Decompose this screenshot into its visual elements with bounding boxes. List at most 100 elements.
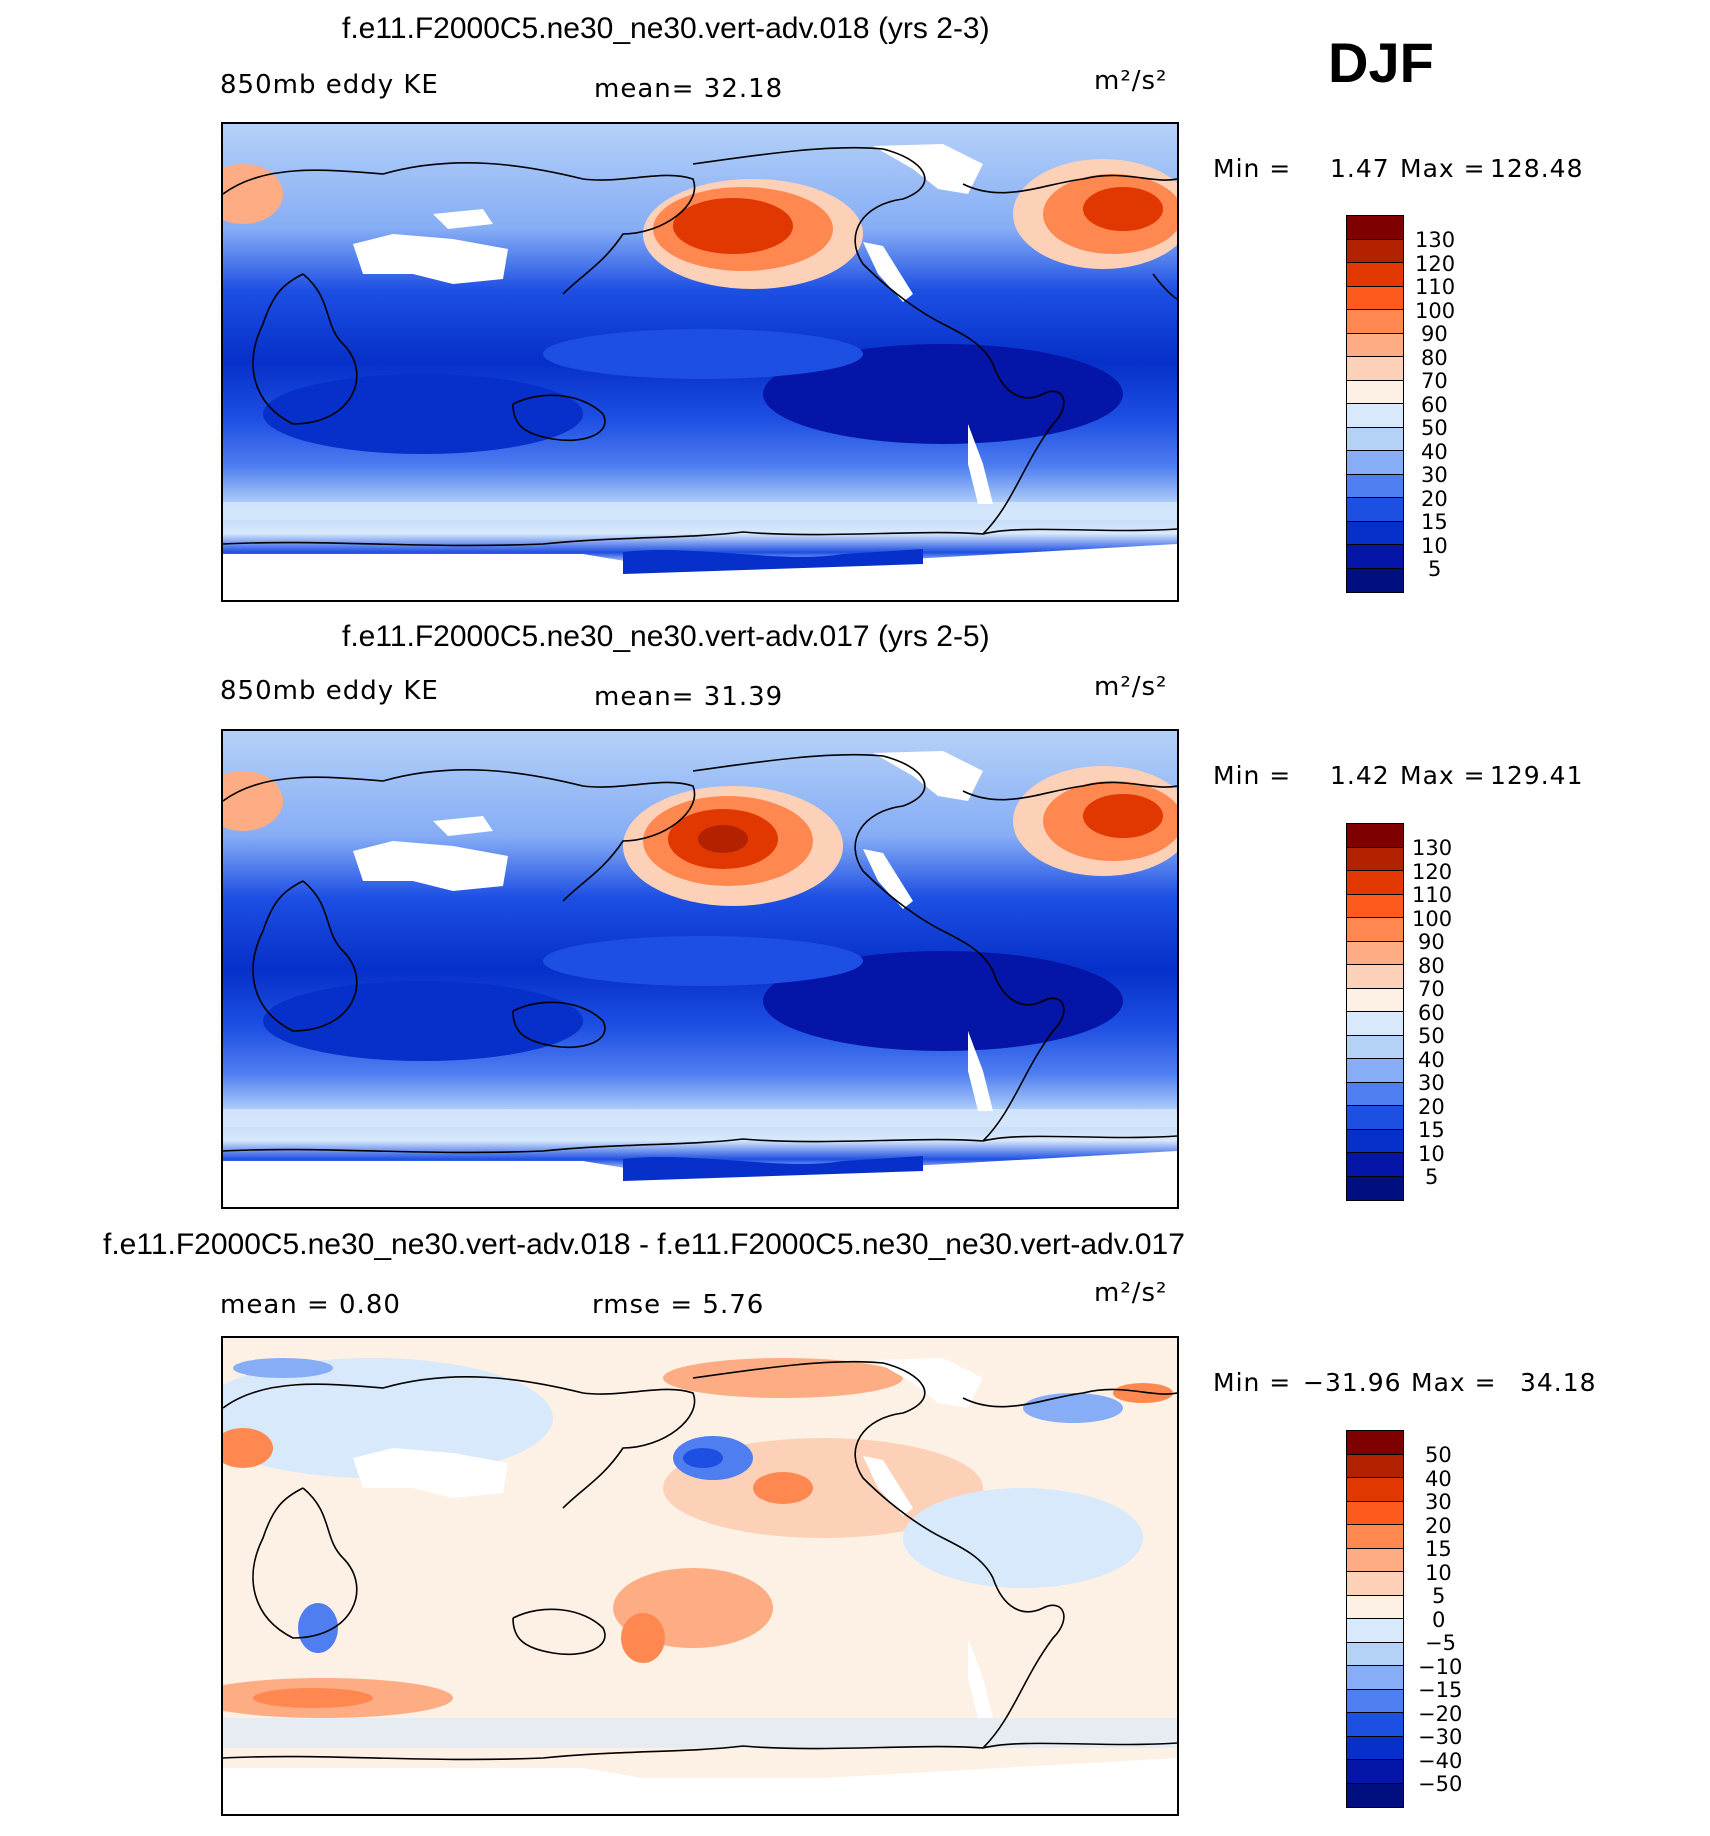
panel2-colorbar-swatch: [1347, 988, 1403, 1012]
panel2-colorbar-swatch: [1347, 847, 1403, 871]
panel2-colorbar-swatch: [1347, 1106, 1403, 1130]
panel2-min-label: Min =: [1213, 761, 1292, 790]
panel3-max-label: Max =: [1411, 1368, 1497, 1397]
panel3-colorbar-label: −40: [1418, 1748, 1463, 1773]
panel1-colorbar-swatch: [1347, 427, 1403, 451]
panel1-colorbar-label: 70: [1421, 369, 1448, 393]
panel1-colorbar-swatch: [1347, 357, 1403, 381]
panel2-colorbar-swatch: [1347, 1082, 1403, 1106]
panel2-min-value: 1.42: [1330, 761, 1390, 790]
panel3-colorbar-swatch: [1347, 1619, 1403, 1643]
panel2-field-label: 850mb eddy KE: [220, 676, 439, 706]
panel2-max-label: Max =: [1400, 761, 1486, 790]
panel1-colorbar-swatch: [1347, 545, 1403, 569]
panel2-colorbar-label: 130: [1412, 836, 1453, 860]
panel2-colorbar-swatch: [1347, 1035, 1403, 1059]
panel2-colorbar-label: 30: [1418, 1071, 1445, 1095]
panel2-colorbar-swatch: [1347, 871, 1403, 895]
panel3-colorbar-swatch: [1347, 1760, 1403, 1784]
panel1-min-label: Min =: [1213, 154, 1292, 183]
panel2-colorbar-swatch: [1347, 1059, 1403, 1083]
panel3-colorbar-label: 5: [1432, 1584, 1446, 1608]
panel1-colorbar-label: 120: [1415, 251, 1456, 276]
panel3-colorbar-label: 50: [1425, 1443, 1452, 1467]
panel1-colorbar-label: 60: [1421, 392, 1448, 417]
panel1-colorbar-swatch: [1347, 263, 1403, 287]
panel2-colorbar-swatch: [1347, 941, 1403, 965]
panel1-colorbar-swatch: [1347, 474, 1403, 498]
panel3-units: m²/s²: [1094, 1278, 1168, 1308]
panel3-colorbar-swatch: [1347, 1525, 1403, 1549]
panel3-colorbar-swatch: [1347, 1783, 1403, 1807]
panel1-colorbar-swatch: [1347, 286, 1403, 310]
panel3-colorbar-swatch: [1347, 1595, 1403, 1619]
panel2-colorbar-swatch: [1347, 1129, 1403, 1153]
panel1-title: f.e11.F2000C5.ne30_ne30.vert-adv.018 (yr…: [342, 12, 990, 45]
panel1-colorbar-label: 30: [1421, 463, 1448, 487]
panel3-title: f.e11.F2000C5.ne30_ne30.vert-adv.018 - f…: [103, 1228, 1185, 1261]
panel3-colorbar-swatch: [1347, 1478, 1403, 1502]
panel1-units: m²/s²: [1094, 66, 1168, 96]
panel2-colorbar-swatch: [1347, 894, 1403, 918]
panel1-colorbar-label: 40: [1421, 439, 1448, 464]
panel2-colorbar-label: 90: [1418, 930, 1445, 954]
panel2-map-field: [223, 731, 1177, 1207]
panel2-colorbar-swatch: [1347, 1012, 1403, 1036]
panel1-colorbar-swatch: [1347, 568, 1403, 592]
panel2-max-value: 129.41: [1490, 761, 1584, 790]
panel3-colorbar-swatch: [1347, 1572, 1403, 1596]
panel2-colorbar-label: 120: [1412, 859, 1453, 884]
panel1-max-label: Max =: [1400, 154, 1486, 183]
panel1-colorbar-swatch: [1347, 333, 1403, 357]
panel1-colorbar: [1346, 215, 1404, 593]
panel3-colorbar: [1346, 1430, 1404, 1808]
panel1-colorbar-label: 5: [1428, 557, 1442, 581]
panel1-colorbar-label: 50: [1421, 416, 1448, 440]
panel1-max-value: 128.48: [1490, 154, 1584, 183]
panel2-colorbar-label: 80: [1418, 953, 1445, 978]
panel3-map: [221, 1336, 1179, 1816]
panel3-colorbar-swatch: [1347, 1713, 1403, 1737]
panel3-colorbar-label: 40: [1425, 1466, 1452, 1491]
panel3-colorbar-label: −50: [1418, 1772, 1463, 1796]
panel1-colorbar-swatch: [1347, 404, 1403, 428]
panel1-colorbar-swatch: [1347, 451, 1403, 475]
panel3-colorbar-swatch: [1347, 1431, 1403, 1455]
panel3-colorbar-label: 0: [1432, 1607, 1446, 1632]
panel1-colorbar-label: 20: [1421, 486, 1448, 511]
panel1-colorbar-label: 100: [1415, 298, 1456, 323]
panel2-colorbar-label: 20: [1418, 1094, 1445, 1119]
panel3-colorbar-swatch: [1347, 1666, 1403, 1690]
panel1-colorbar-label: 110: [1415, 275, 1456, 299]
panel2-colorbar-label: 40: [1418, 1047, 1445, 1072]
panel3-colorbar-label: 20: [1425, 1513, 1452, 1538]
panel3-mean-label: mean = 0.80: [220, 1290, 401, 1320]
panel2-colorbar-swatch: [1347, 824, 1403, 848]
panel3-colorbar-label: −5: [1425, 1631, 1456, 1655]
panel3-colorbar-swatch: [1347, 1501, 1403, 1525]
panel3-map-field: [223, 1338, 1177, 1814]
panel2-title: f.e11.F2000C5.ne30_ne30.vert-adv.017 (yr…: [342, 620, 990, 653]
panel2-colorbar-label: 50: [1418, 1024, 1445, 1048]
panel3-rmse-label: rmse = 5.76: [592, 1290, 765, 1320]
panel2-colorbar-swatch: [1347, 918, 1403, 942]
panel2-colorbar-label: 10: [1418, 1141, 1445, 1166]
panel1-min-value: 1.47: [1330, 154, 1390, 183]
panel2-units: m²/s²: [1094, 672, 1168, 702]
panel2-colorbar-label: 100: [1412, 906, 1453, 931]
panel1-colorbar-label: 15: [1421, 510, 1448, 534]
panel3-min-value: −31.96: [1303, 1368, 1402, 1397]
panel1-colorbar-label: 130: [1415, 228, 1456, 252]
panel1-map-field: [223, 124, 1177, 600]
panel3-colorbar-label: −30: [1418, 1725, 1463, 1749]
panel1-field-label: 850mb eddy KE: [220, 70, 439, 100]
panel3-colorbar-swatch: [1347, 1454, 1403, 1478]
panel2-colorbar-label: 15: [1418, 1118, 1445, 1142]
panel2-colorbar-swatch: [1347, 1153, 1403, 1177]
panel1-colorbar-swatch: [1347, 498, 1403, 522]
panel3-colorbar-label: 30: [1425, 1490, 1452, 1514]
panel2-colorbar-label: 70: [1418, 977, 1445, 1001]
panel1-colorbar-label: 90: [1421, 322, 1448, 346]
panel3-colorbar-label: −20: [1418, 1701, 1463, 1726]
panel3-colorbar-swatch: [1347, 1736, 1403, 1760]
